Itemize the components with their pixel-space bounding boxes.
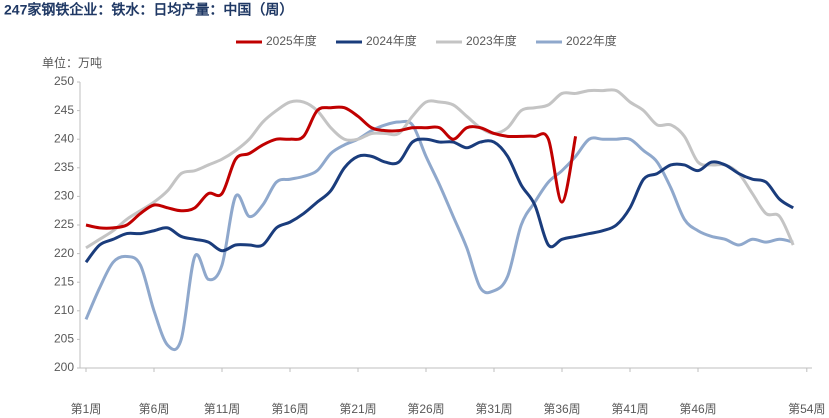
x-tick-label: 第46周 (679, 402, 716, 416)
series-line (84, 119, 794, 352)
y-tick-label: 210 (54, 303, 74, 317)
x-tick-label: 第6周 (139, 402, 170, 416)
legend-label: 2022年度 (566, 33, 617, 48)
y-tick-label: 220 (54, 246, 74, 260)
x-tick-label: 第1周 (71, 402, 102, 416)
x-tick-label: 第21周 (339, 402, 376, 416)
x-tick-label: 第36周 (543, 402, 580, 416)
y-tick-label: 245 (54, 103, 74, 117)
x-tick-label: 第16周 (271, 402, 308, 416)
y-axis-label: 单位：万吨 (42, 55, 102, 70)
x-tick-label: 第41周 (611, 402, 648, 416)
x-tick-label: 第54周 (788, 402, 825, 416)
series-line (85, 88, 795, 250)
y-tick-label: 215 (54, 274, 74, 288)
legend-label: 2023年度 (466, 33, 517, 48)
y-tick-label: 205 (54, 332, 74, 346)
x-tick-label: 第26周 (407, 402, 444, 416)
legend-label: 2024年度 (366, 33, 417, 48)
y-tick-label: 235 (54, 160, 74, 174)
y-tick-label: 250 (54, 74, 74, 88)
legend-label: 2025年度 (266, 33, 317, 48)
series-line (84, 137, 794, 264)
y-tick-label: 230 (54, 189, 74, 203)
y-tick-label: 240 (54, 131, 74, 145)
y-tick-label: 200 (54, 360, 74, 374)
chart-title: 247家钢铁企业：铁水：日均产量：中国（周） (4, 2, 293, 18)
series-line (85, 105, 578, 230)
y-tick-label: 225 (54, 217, 74, 231)
x-tick-label: 第11周 (204, 402, 240, 416)
x-tick-label: 第31周 (475, 402, 512, 416)
